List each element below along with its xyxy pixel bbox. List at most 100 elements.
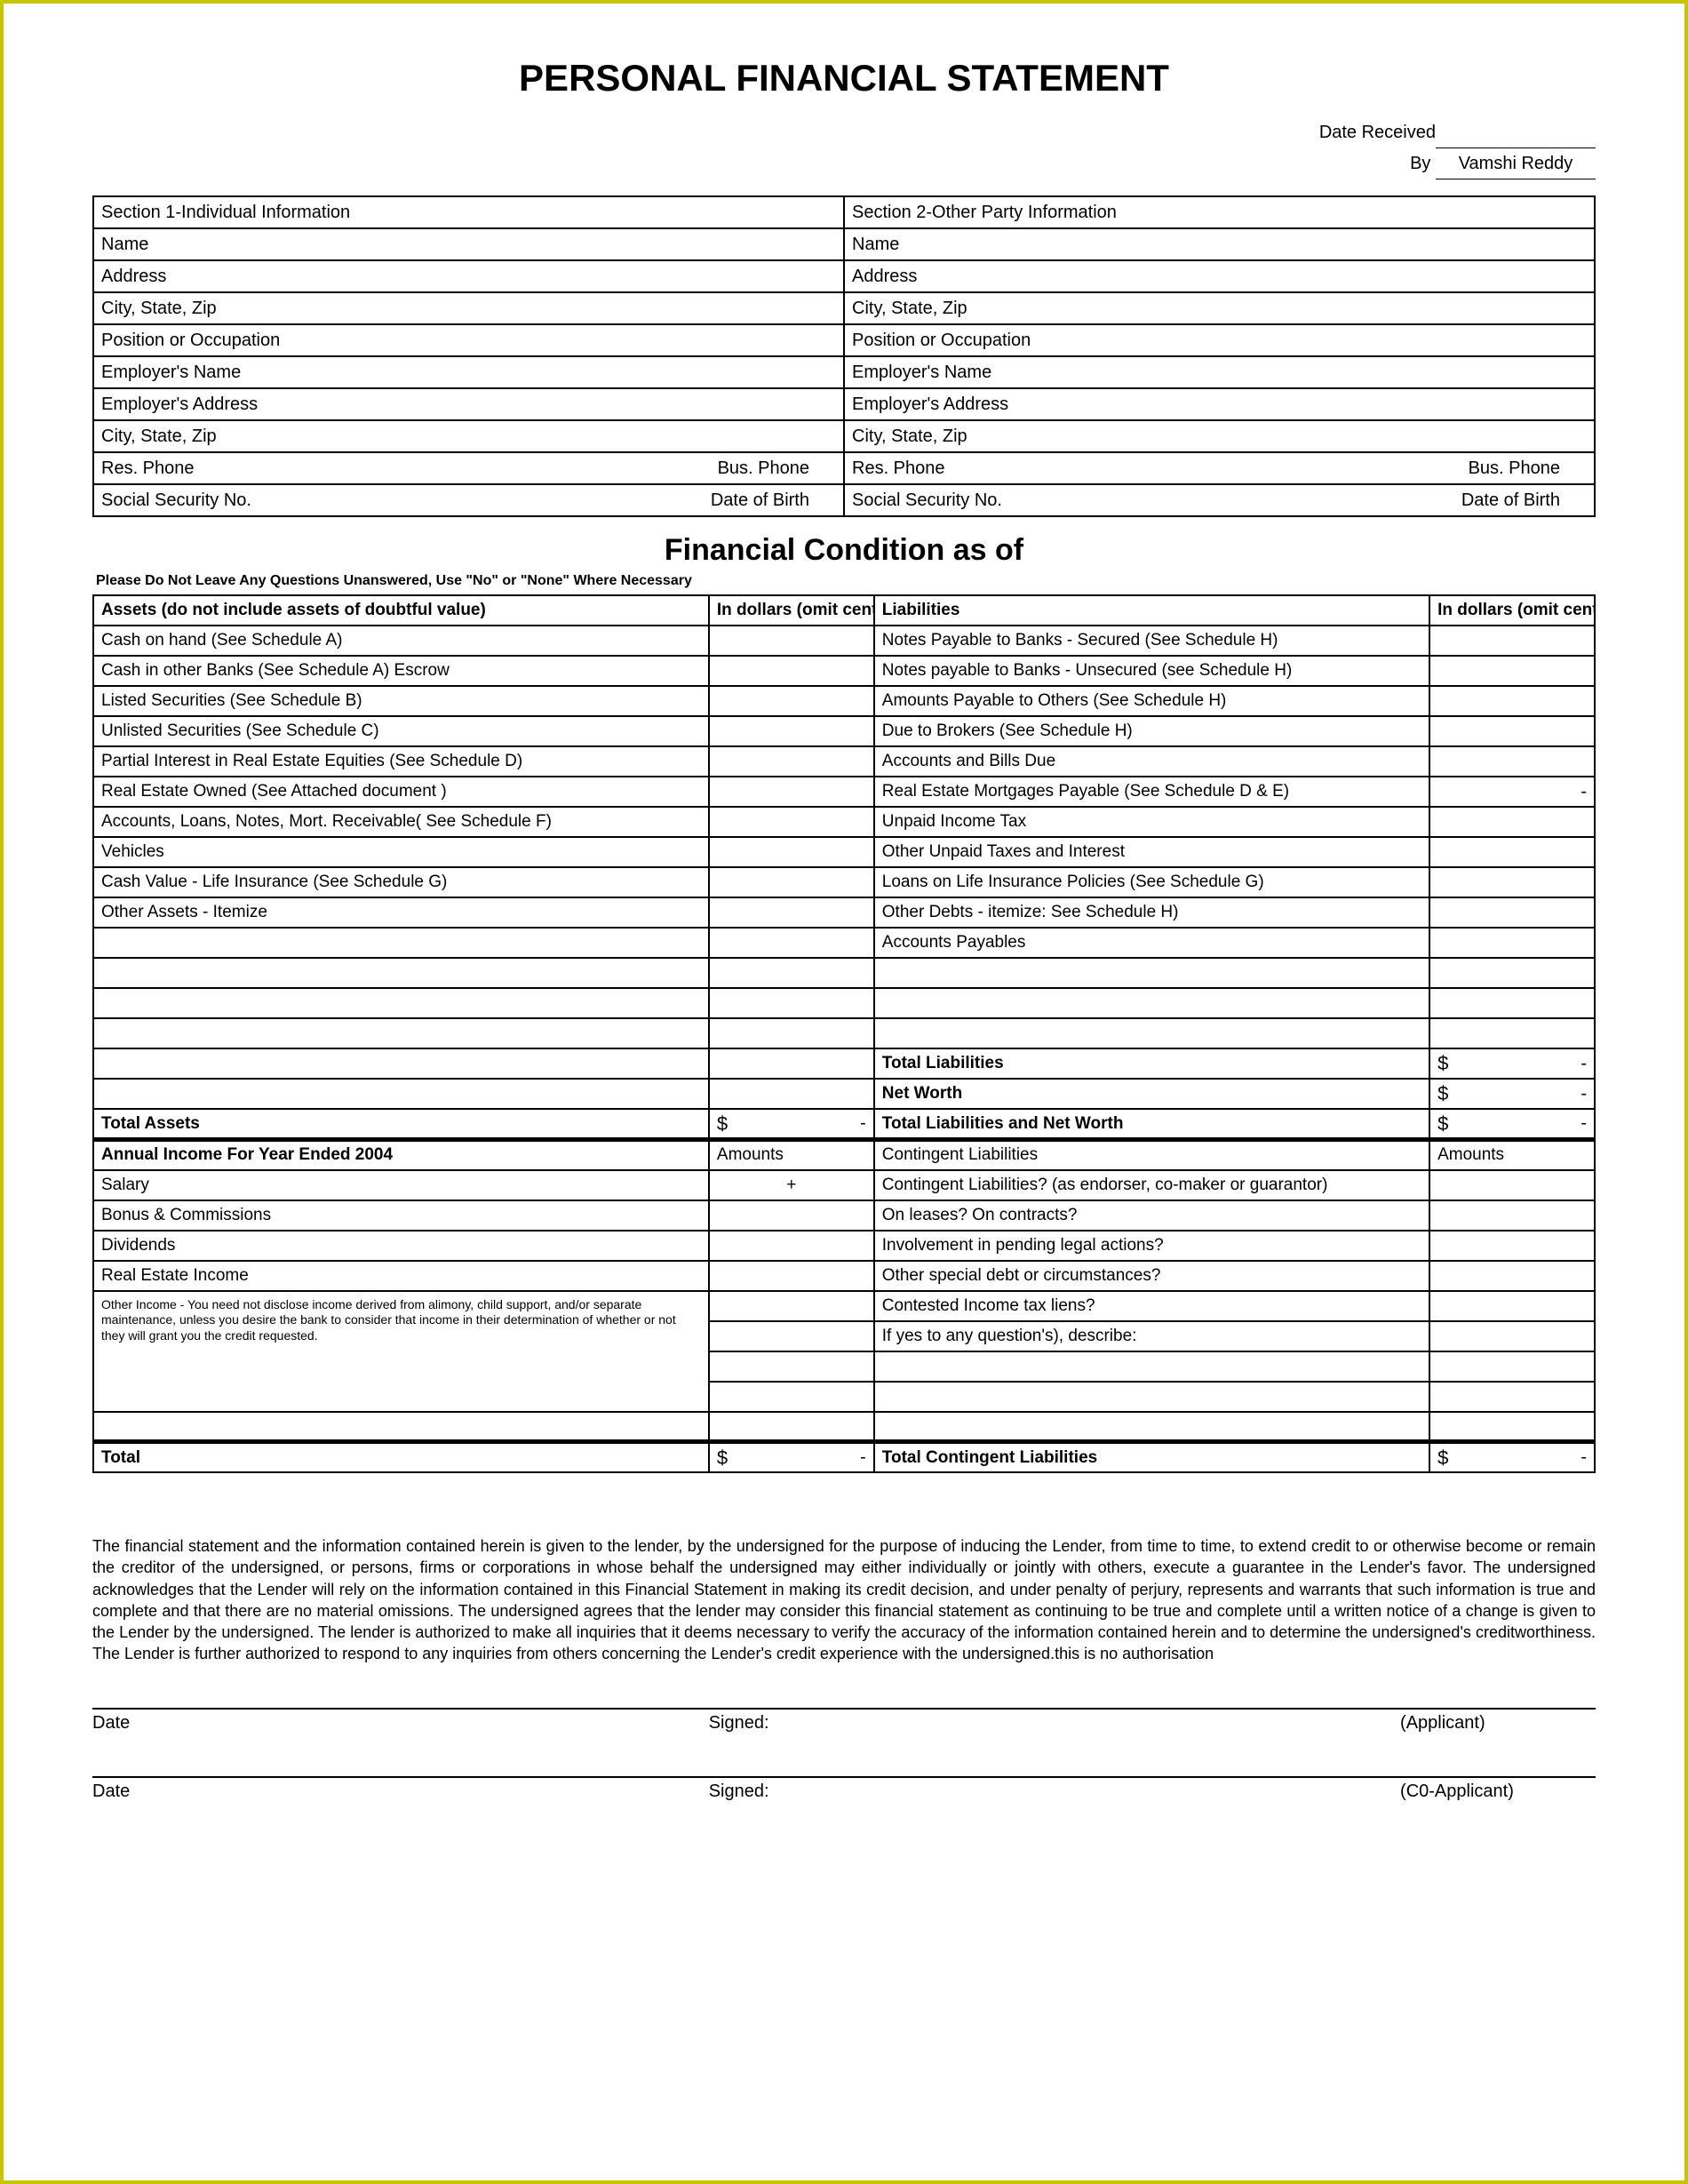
income-amt[interactable]	[709, 1412, 874, 1442]
liab-amt[interactable]	[1429, 1018, 1595, 1048]
asset-amt[interactable]	[709, 807, 874, 837]
s2-employer[interactable]: Employer's Name	[844, 356, 1595, 388]
cont-amt[interactable]	[1429, 1291, 1595, 1321]
cont-amounts-header: Amounts	[1429, 1140, 1595, 1170]
liab-row[interactable]	[874, 988, 1429, 1018]
s1-ssn-dob[interactable]: Social Security No.Date of Birth	[93, 484, 844, 516]
cont-amt[interactable]	[1429, 1231, 1595, 1261]
s2-phones[interactable]: Res. PhoneBus. Phone	[844, 452, 1595, 484]
asset-amt[interactable]	[709, 777, 874, 807]
s1-position[interactable]: Position or Occupation	[93, 324, 844, 356]
income-amt[interactable]: +	[709, 1170, 874, 1200]
income-row: Real Estate Income	[93, 1261, 709, 1291]
asset-amt[interactable]	[709, 686, 874, 716]
income-amt[interactable]	[709, 1291, 874, 1321]
s2-emp-addr[interactable]: Employer's Address	[844, 388, 1595, 420]
s2-address[interactable]: Address	[844, 260, 1595, 292]
cont-row[interactable]	[874, 1382, 1429, 1412]
asset-row[interactable]	[93, 1079, 709, 1109]
liab-amt[interactable]: -	[1429, 777, 1595, 807]
asset-amt[interactable]	[709, 988, 874, 1018]
liab-row: Notes Payable to Banks - Secured (See Sc…	[874, 626, 1429, 656]
liab-amt[interactable]	[1429, 746, 1595, 777]
asset-amt[interactable]	[709, 626, 874, 656]
cont-row[interactable]	[874, 1412, 1429, 1442]
asset-row[interactable]	[93, 928, 709, 958]
s2-position[interactable]: Position or Occupation	[844, 324, 1595, 356]
asset-row: Vehicles	[93, 837, 709, 867]
liab-row[interactable]	[874, 958, 1429, 988]
liab-amt[interactable]	[1429, 928, 1595, 958]
liab-dollars-header: In dollars (omit cents)	[1429, 595, 1595, 626]
cont-row[interactable]	[874, 1351, 1429, 1382]
net-worth-value: $-	[1429, 1079, 1595, 1109]
income-amt[interactable]	[709, 1351, 874, 1382]
sig-signed-label[interactable]: Signed:	[709, 1781, 1400, 1802]
asset-amt[interactable]	[709, 656, 874, 686]
asset-row: Accounts, Loans, Notes, Mort. Receivable…	[93, 807, 709, 837]
asset-amt[interactable]	[709, 1018, 874, 1048]
by-value[interactable]: Vamshi Reddy	[1436, 148, 1596, 179]
asset-amt[interactable]	[709, 958, 874, 988]
dash: -	[1581, 782, 1587, 801]
asset-amt[interactable]	[709, 837, 874, 867]
income-amt[interactable]	[709, 1382, 874, 1412]
s2-ssn-dob[interactable]: Social Security No.Date of Birth	[844, 484, 1595, 516]
liab-amt[interactable]	[1429, 686, 1595, 716]
liab-row[interactable]	[874, 1018, 1429, 1048]
cont-amt[interactable]	[1429, 1321, 1595, 1351]
asset-row[interactable]	[93, 1018, 709, 1048]
income-amt[interactable]	[709, 1321, 874, 1351]
liab-amt[interactable]	[1429, 867, 1595, 897]
asset-row[interactable]	[93, 988, 709, 1018]
liab-amt[interactable]	[1429, 988, 1595, 1018]
income-amt[interactable]	[709, 1231, 874, 1261]
sig-date-label[interactable]: Date	[92, 1781, 709, 1802]
asset-row[interactable]	[93, 1048, 709, 1079]
asset-amt[interactable]	[709, 1048, 874, 1079]
total-liab-nw-label: Total Liabilities and Net Worth	[874, 1109, 1429, 1140]
contingent-header: Contingent Liabilities	[874, 1140, 1429, 1170]
s1-name[interactable]: Name	[93, 228, 844, 260]
income-amt[interactable]	[709, 1261, 874, 1291]
cont-amt[interactable]	[1429, 1170, 1595, 1200]
income-amt[interactable]	[709, 1200, 874, 1231]
income-row[interactable]	[93, 1412, 709, 1442]
asset-amt[interactable]	[709, 867, 874, 897]
liab-amt[interactable]	[1429, 897, 1595, 928]
s2-name[interactable]: Name	[844, 228, 1595, 260]
cont-amt[interactable]	[1429, 1382, 1595, 1412]
sig-date-label[interactable]: Date	[92, 1713, 709, 1734]
cont-amt[interactable]	[1429, 1261, 1595, 1291]
asset-amt[interactable]	[709, 928, 874, 958]
s1-emp-addr[interactable]: Employer's Address	[93, 388, 844, 420]
s1-emp-csz[interactable]: City, State, Zip	[93, 420, 844, 452]
liab-amt[interactable]	[1429, 958, 1595, 988]
total-liab-nw-value: $-	[1429, 1109, 1595, 1140]
s1-phones[interactable]: Res. PhoneBus. Phone	[93, 452, 844, 484]
s2-emp-csz[interactable]: City, State, Zip	[844, 420, 1595, 452]
asset-amt[interactable]	[709, 1079, 874, 1109]
liab-amt[interactable]	[1429, 807, 1595, 837]
cont-amt[interactable]	[1429, 1412, 1595, 1442]
cont-amt[interactable]	[1429, 1200, 1595, 1231]
sig-coapplicant-label: (C0-Applicant)	[1400, 1781, 1596, 1802]
date-received-value[interactable]	[1436, 117, 1596, 148]
liab-row: Other Debts - itemize: See Schedule H)	[874, 897, 1429, 928]
liab-amt[interactable]	[1429, 656, 1595, 686]
s1-employer[interactable]: Employer's Name	[93, 356, 844, 388]
s1-csz[interactable]: City, State, Zip	[93, 292, 844, 324]
asset-row[interactable]	[93, 958, 709, 988]
s2-csz[interactable]: City, State, Zip	[844, 292, 1595, 324]
cont-amt[interactable]	[1429, 1351, 1595, 1382]
asset-amt[interactable]	[709, 897, 874, 928]
asset-amt[interactable]	[709, 746, 874, 777]
liab-amt[interactable]	[1429, 716, 1595, 746]
s1-address[interactable]: Address	[93, 260, 844, 292]
liab-amt[interactable]	[1429, 626, 1595, 656]
sig-signed-label[interactable]: Signed:	[709, 1713, 1400, 1734]
asset-amt[interactable]	[709, 716, 874, 746]
liab-amt[interactable]	[1429, 837, 1595, 867]
liab-row: Loans on Life Insurance Policies (See Sc…	[874, 867, 1429, 897]
header-meta: Date Received By Vamshi Reddy	[92, 117, 1596, 179]
